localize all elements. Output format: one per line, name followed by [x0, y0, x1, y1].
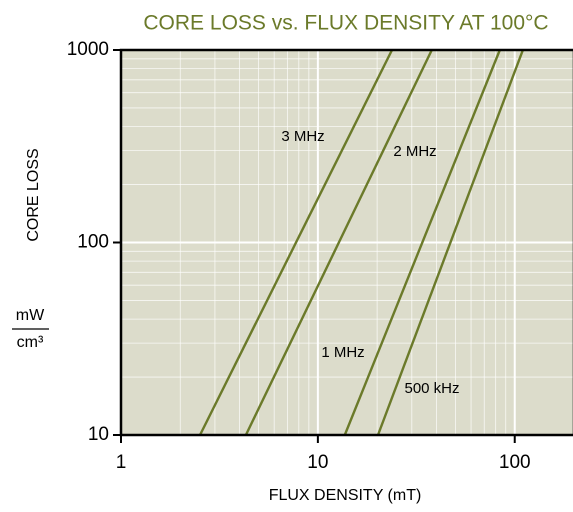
y-axis-label: CORE LOSS	[25, 148, 42, 241]
x-tick-label: 1	[116, 452, 127, 473]
series-label: 500 kHz	[404, 380, 459, 397]
series-label: 1 MHz	[321, 344, 364, 361]
y-tick-label: 1000	[67, 39, 109, 60]
series-line	[343, 49, 501, 436]
y-unit-numerator: mW	[16, 307, 45, 324]
y-tick-label: 100	[77, 232, 109, 253]
x-axis-label: FLUX DENSITY (mT)	[269, 487, 422, 504]
y-unit-denominator: cm³	[17, 334, 44, 351]
series-line	[244, 49, 433, 436]
series-line	[198, 49, 394, 436]
y-tick-label: 10	[88, 424, 109, 445]
series-line	[376, 49, 525, 436]
series-label: 2 MHz	[393, 143, 436, 160]
series-label: 3 MHz	[281, 128, 324, 145]
x-tick-label: 10	[307, 452, 328, 473]
plot-frame	[119, 48, 573, 437]
chart-title: CORE LOSS vs. FLUX DENSITY AT 100°C	[143, 12, 548, 35]
x-tick-label: 100	[499, 452, 531, 473]
